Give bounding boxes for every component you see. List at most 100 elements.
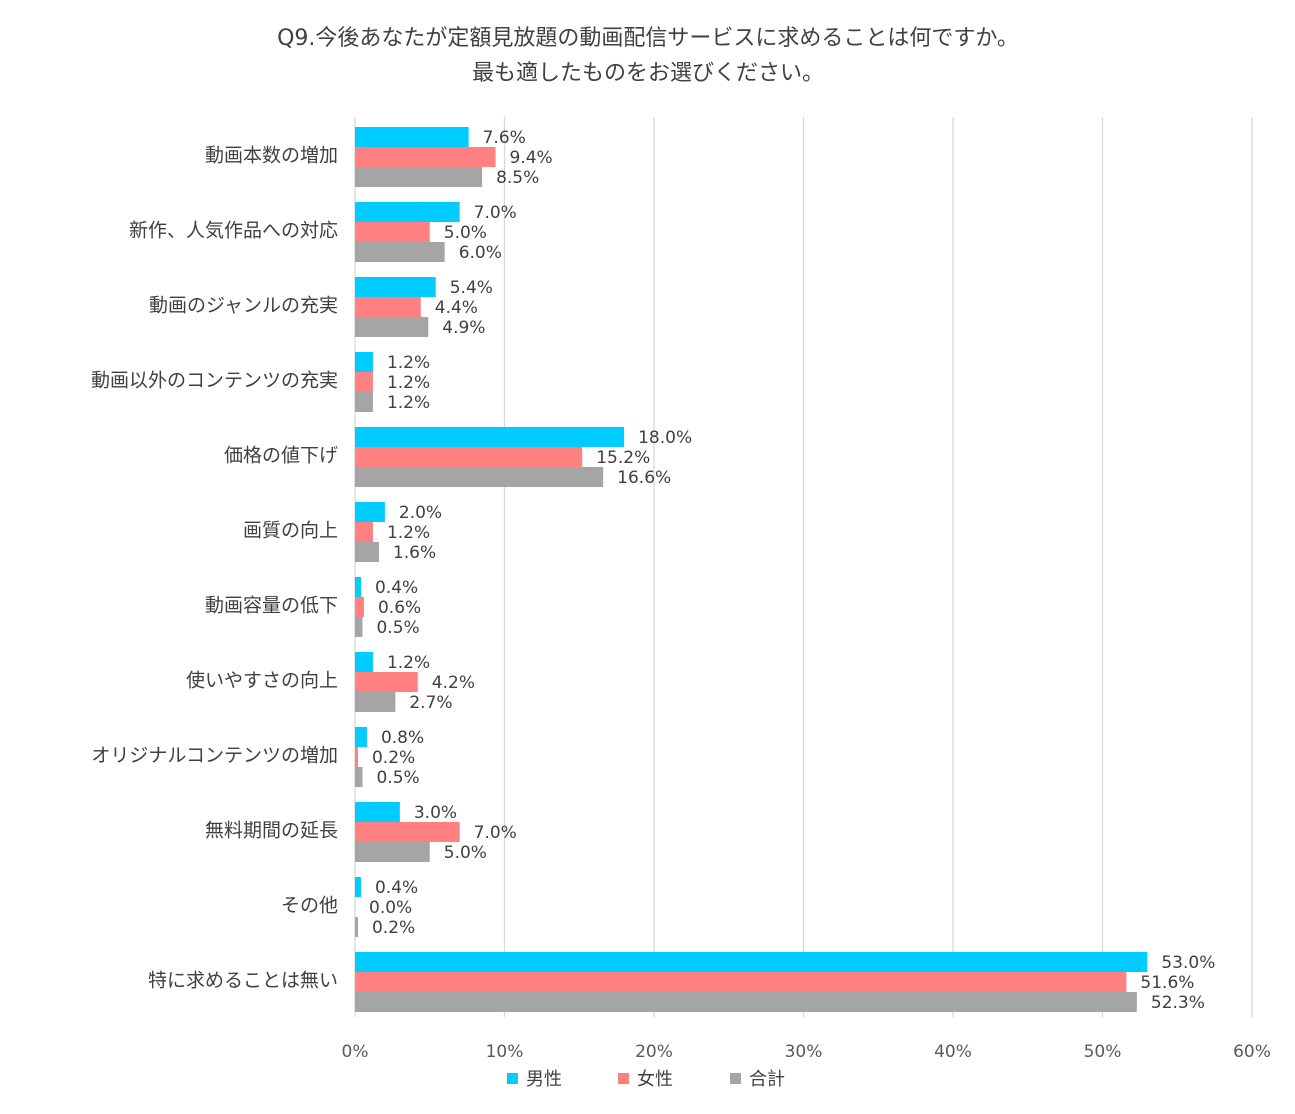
data-label: 2.7%: [409, 693, 452, 713]
bar: [355, 972, 1127, 992]
category-label: その他: [281, 895, 338, 917]
data-label: 51.6%: [1140, 973, 1194, 993]
bar: [355, 767, 363, 787]
legend-label: 男性: [526, 1069, 562, 1090]
x-tick-label: 40%: [934, 1042, 972, 1062]
data-label: 7.0%: [474, 823, 517, 843]
bar: [355, 317, 429, 337]
bar: [355, 277, 436, 297]
data-label: 7.0%: [474, 203, 517, 223]
bar: [355, 467, 604, 487]
x-tick-label: 10%: [486, 1042, 524, 1062]
bar: [355, 392, 373, 412]
data-label: 4.4%: [435, 298, 478, 318]
data-label: 1.2%: [387, 353, 430, 373]
bar: [355, 447, 583, 467]
title-line-1: Q9.今後あなたが定額見放題の動画配信サービスに求めることは何ですか。: [277, 26, 1019, 51]
data-label: 52.3%: [1151, 993, 1205, 1013]
category-label: オリジナルコンテンツの増加: [91, 745, 338, 767]
bar: [355, 822, 460, 842]
data-label: 0.2%: [372, 918, 415, 938]
data-label: 0.5%: [376, 768, 419, 788]
data-label: 5.4%: [450, 278, 493, 298]
x-tick-label: 50%: [1084, 1042, 1122, 1062]
category-label: 使いやすさの向上: [186, 670, 338, 692]
category-label: 特に求めることは無い: [148, 970, 338, 992]
bar: [355, 127, 469, 147]
x-tick-label: 20%: [635, 1042, 673, 1062]
data-label: 6.0%: [459, 243, 502, 263]
bar: [355, 917, 358, 937]
legend-label: 女性: [637, 1069, 673, 1090]
data-label: 0.0%: [369, 898, 412, 918]
bar: [355, 672, 418, 692]
data-label: 0.4%: [375, 878, 418, 898]
data-label: 9.4%: [510, 148, 553, 168]
x-tick-labels: 0% 10% 20% 30% 40% 50% 60%: [342, 1042, 1271, 1062]
data-label: 7.6%: [483, 128, 526, 148]
bar: [355, 952, 1148, 972]
x-tick-label: 60%: [1233, 1042, 1271, 1062]
data-label: 1.2%: [387, 523, 430, 543]
category-label: 動画のジャンルの充実: [149, 295, 338, 317]
bar: [355, 727, 367, 747]
data-label: 1.2%: [387, 393, 430, 413]
data-label: 0.2%: [372, 748, 415, 768]
data-label: 5.0%: [444, 223, 487, 243]
bar: [355, 427, 625, 447]
bar: [355, 652, 373, 672]
chart-title: Q9.今後あなたが定額見放題の動画配信サービスに求めることは何ですか。 最も適し…: [277, 26, 1019, 86]
bar: [355, 202, 460, 222]
bar: [355, 542, 379, 562]
x-tick-label: 0%: [342, 1042, 369, 1062]
data-label: 18.0%: [638, 428, 692, 448]
data-label: 8.5%: [496, 168, 539, 188]
title-line-2: 最も適したものをお選びください。: [472, 61, 824, 86]
gridlines: [354, 117, 1253, 1017]
data-label: 0.4%: [375, 578, 418, 598]
bar: [355, 692, 396, 712]
legend: 男性 女性 合計: [507, 1069, 785, 1090]
bar: [355, 167, 483, 187]
category-label: 画質の向上: [243, 520, 338, 542]
bar: [355, 522, 373, 542]
category-label: 動画本数の増加: [205, 145, 338, 167]
bar: [355, 842, 430, 862]
data-label: 15.2%: [596, 448, 650, 468]
bar: [355, 242, 445, 262]
data-label: 1.6%: [393, 543, 436, 563]
bar: [355, 617, 363, 637]
bar: [355, 877, 361, 897]
bar: [355, 577, 361, 597]
bar: [355, 747, 358, 767]
legend-swatch: [618, 1073, 629, 1084]
data-label: 2.0%: [399, 503, 442, 523]
legend-label: 合計: [749, 1069, 785, 1090]
bar: [355, 802, 400, 822]
bar: [355, 352, 373, 372]
data-label: 53.0%: [1161, 953, 1215, 973]
category-labels: 動画本数の増加新作、人気作品への対応動画のジャンルの充実動画以外のコンテンツの充…: [91, 145, 338, 992]
category-label: 動画容量の低下: [205, 595, 338, 617]
bar: [355, 372, 373, 392]
data-label: 4.2%: [432, 673, 475, 693]
legend-swatch: [507, 1073, 518, 1084]
x-tick-label: 30%: [785, 1042, 823, 1062]
bars: [355, 127, 1148, 1012]
category-label: 動画以外のコンテンツの充実: [91, 370, 338, 392]
data-labels: 7.6%9.4%8.5%7.0%5.0%6.0%5.4%4.4%4.9%1.2%…: [369, 128, 1215, 1013]
bar: [355, 222, 430, 242]
data-label: 4.9%: [442, 318, 485, 338]
bar: [355, 597, 364, 617]
bar: [355, 297, 421, 317]
data-label: 1.2%: [387, 653, 430, 673]
data-label: 16.6%: [617, 468, 671, 488]
data-label: 5.0%: [444, 843, 487, 863]
data-label: 0.6%: [378, 598, 421, 618]
data-label: 0.8%: [381, 728, 424, 748]
legend-swatch: [730, 1073, 741, 1084]
data-label: 1.2%: [387, 373, 430, 393]
data-label: 0.5%: [376, 618, 419, 638]
bar: [355, 147, 496, 167]
